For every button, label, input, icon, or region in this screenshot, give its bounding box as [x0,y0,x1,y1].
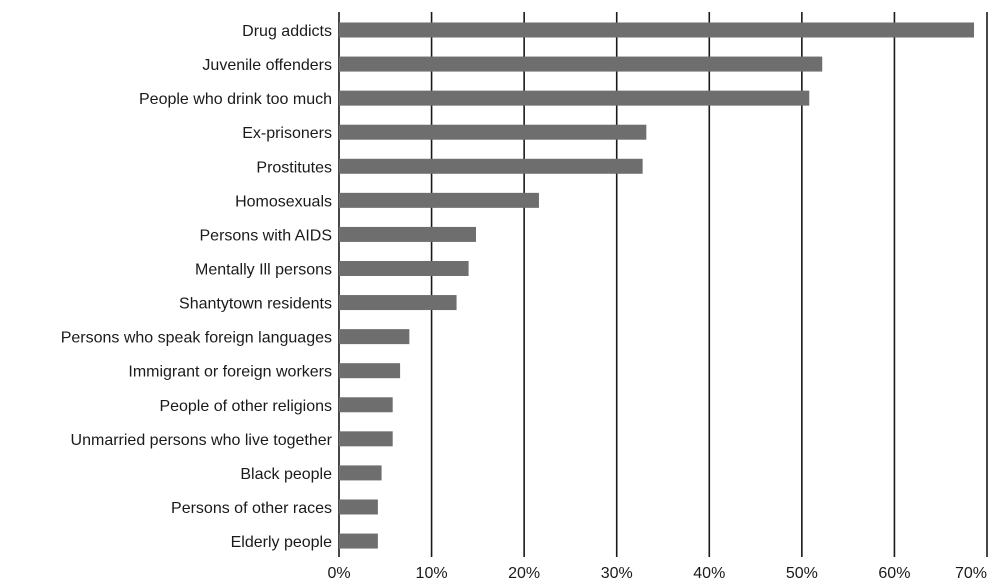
bar [339,158,643,174]
category-label: Elderly people [231,534,333,551]
bar [339,295,457,311]
bar [339,226,477,242]
x-tick-label: 60% [878,565,910,582]
bar [339,431,393,447]
category-label: Shantytown residents [179,296,332,313]
x-tick-label: 20% [508,565,540,582]
bar [339,56,823,72]
category-label: Unmarried persons who live together [71,432,333,449]
category-label: Black people [240,466,332,483]
category-label: Persons who speak foreign languages [61,330,332,347]
x-tick-label: 70% [955,565,987,582]
x-axis-tick-labels: 0% 10% 20% 30% 40% 50% 60% 70% [327,565,987,582]
category-label: Juvenile offenders [202,57,332,74]
x-tick-label: 0% [327,565,350,582]
category-label: People who drink too much [139,91,332,108]
category-label: People of other religions [159,398,332,415]
bar [339,465,382,481]
bar [339,499,378,515]
bar [339,533,378,549]
x-tick-label: 40% [693,565,725,582]
x-tick-label: 30% [601,565,633,582]
bar [339,363,401,379]
bar [339,260,469,276]
category-label: Persons of other races [171,500,332,517]
category-label: Immigrant or foreign workers [128,364,332,381]
category-label: Persons with AIDS [200,227,333,244]
bar [339,90,810,106]
category-label: Homosexuals [235,193,332,210]
bars [339,22,975,549]
bar [339,22,975,38]
category-label: Ex-prisoners [242,125,332,142]
bar [339,397,393,413]
bar [339,124,647,140]
bar [339,329,410,345]
x-tick-label: 50% [786,565,818,582]
category-labels: Drug addicts Juvenile offenders People who… [61,23,333,551]
category-label: Drug addicts [242,23,332,40]
x-tick-label: 10% [416,565,448,582]
category-label: Prostitutes [256,159,332,176]
bar [339,192,539,208]
category-label: Mentally Ill persons [195,261,332,278]
